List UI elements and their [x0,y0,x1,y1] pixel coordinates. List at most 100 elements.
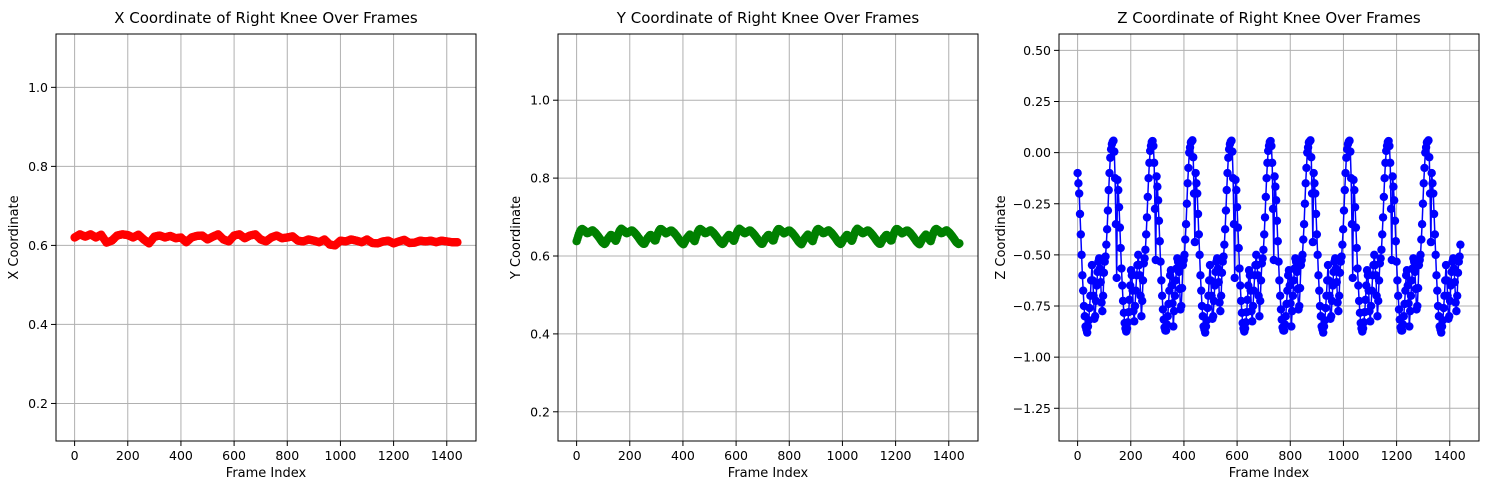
data-point [1076,230,1086,239]
data-point [1327,312,1336,321]
data-point [1168,299,1177,308]
chart-title: Y Coordinate of Right Knee Over Frames [616,9,920,27]
data-point [1170,291,1180,300]
data-point [1125,295,1134,305]
data-point [1256,276,1266,285]
data-point [1300,199,1310,208]
data-point [1272,216,1282,225]
y-tick-label: 0.4 [530,326,550,341]
data-point [1101,252,1110,261]
data-point [1417,235,1426,244]
data-point [1315,286,1324,295]
data-point [1203,303,1212,313]
data-point [1338,225,1348,234]
x-tick-label: 400 [169,448,193,463]
data-point [1155,237,1164,246]
data-point [1153,182,1162,191]
data-point [1141,230,1151,239]
data-point [1113,175,1122,185]
data-point [1197,286,1206,295]
data-point [1425,153,1434,162]
x-tick-label: 200 [116,448,140,463]
data-point [1196,271,1205,280]
data-point [1231,175,1240,185]
data-point [1190,237,1200,247]
data-point [1404,299,1413,308]
data-point [1112,273,1121,283]
data-point [1255,312,1264,321]
data-point [1406,291,1416,300]
data-point [1105,168,1114,178]
data-point [1287,306,1297,316]
data-point [1295,301,1304,311]
data-point [1252,250,1261,260]
data-point [1149,141,1158,151]
data-point [1157,276,1166,285]
data-point [1431,250,1440,260]
data-point [1426,237,1436,247]
data-point [1450,277,1460,287]
data-point [1098,306,1107,316]
data-point [1216,306,1225,316]
data-point [1130,301,1140,311]
data-point [1220,240,1229,249]
data-point [1398,320,1408,329]
data-point [1222,185,1231,195]
data-point [1106,153,1115,162]
subplot-z-coordinate: 0 200 400 600 800 1000 1200 1400 0.50 0.25 0.00 −0… [994,9,1480,481]
data-point [1110,147,1119,156]
y-tick-label: 0.25 [1023,94,1051,109]
x-tick-label: 1200 [378,448,410,463]
data-point [1118,296,1128,306]
data-point [1193,189,1202,198]
data-point [1259,245,1268,254]
data-point [1214,277,1223,287]
data-point [1156,257,1165,266]
data-point [1416,250,1425,260]
data-point [1288,291,1298,300]
data-point [1451,298,1460,307]
data-point [1224,153,1233,162]
data-point [1405,306,1415,316]
data-point [1349,175,1358,185]
data-point [1154,216,1164,225]
data-point [1346,147,1355,156]
data-point [1236,296,1246,306]
data-point [1439,303,1448,313]
data-point [453,238,462,247]
data-point [1227,136,1236,145]
data-point [1413,283,1423,293]
data-point [1332,277,1341,287]
data-point [1271,196,1281,205]
data-point [1377,245,1386,254]
data-point [1208,312,1218,321]
data-point [1429,189,1438,198]
data-point [1389,182,1398,191]
x-ticks: 0 200 400 600 800 1000 1200 1400 [71,441,463,463]
data-point [1337,252,1346,261]
plot-frame [55,33,477,442]
data-point [1399,312,1408,321]
data-point [1354,281,1363,290]
data-point [1311,209,1321,219]
data-point [1392,257,1401,266]
data-point [1374,296,1383,306]
data-point [1158,305,1168,314]
data-point [1234,243,1243,253]
data-point [1169,306,1179,316]
data-point [1361,295,1370,305]
y-tick-label: 0.8 [28,159,48,174]
data-point [1312,230,1322,239]
x-tick-label: 400 [1172,448,1196,463]
data-point [1391,237,1401,246]
data-point [1281,312,1290,321]
x-tick-label: 600 [222,448,246,463]
data-point [1114,202,1124,212]
data-point [1078,271,1087,280]
data-point [1276,305,1286,314]
series-y-coordinate [572,224,964,249]
data-point [1118,281,1127,290]
series-x-coordinate [70,230,462,250]
x-tick-label: 1000 [325,448,357,463]
